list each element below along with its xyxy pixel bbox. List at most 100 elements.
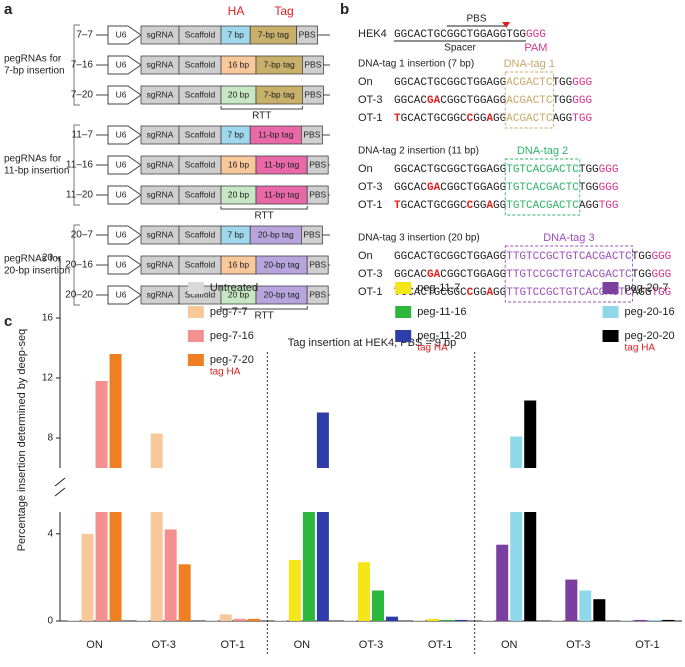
pbs-label: PBS — [303, 129, 320, 139]
sequence-segment: TGG — [632, 269, 652, 281]
ha-label: 20 bp — [228, 89, 250, 99]
group-label: pegRNAs for — [4, 154, 62, 165]
sequence-segment: GG — [473, 200, 486, 212]
tag-box — [504, 158, 581, 216]
row-name: OT-3 — [358, 268, 382, 280]
bar — [288, 559, 301, 621]
sequence: GGCACTGCGGCTGGAGGTGTCACGACTCTGGGGG — [394, 164, 618, 176]
bar — [316, 512, 329, 621]
sequence-segment: A — [486, 113, 493, 125]
promoter-label: U6 — [116, 89, 127, 99]
legend-note: tag HA — [625, 343, 656, 354]
pbs-box — [300, 125, 323, 145]
legend-label: peg-20-7 — [625, 282, 669, 294]
scaffold-label: Scaffold — [185, 229, 216, 239]
rtt-bracket — [220, 106, 303, 110]
ha-label: 7 bp — [227, 229, 244, 239]
sgrna-label: sgRNA — [147, 189, 174, 199]
rtt-bracket — [220, 306, 308, 310]
pbs-box — [296, 25, 319, 45]
tag-label: 7-bp tag — [264, 59, 295, 69]
header-ha: HA — [228, 4, 245, 18]
legend-label: peg-7-20 — [210, 354, 254, 366]
sequence-segment: GG — [493, 200, 506, 212]
sequence-segment: TGTCACGACTC — [506, 200, 579, 212]
scaffold-label: Scaffold — [185, 59, 216, 69]
sequence: GGCACGACGGCTGGAGGTGTCACGACTCTGGGGG — [394, 182, 618, 194]
legend-note: tag HA — [417, 343, 448, 354]
bar — [95, 512, 108, 621]
bar — [233, 618, 246, 621]
pbs-label: PBS — [309, 189, 326, 199]
construct: U6 sgRNA Scaffold 7 bp 11-bp tag PBS — [107, 125, 323, 145]
legend-label: peg-11-16 — [417, 306, 466, 318]
sequence-segment: TGG — [651, 287, 671, 299]
promoter-label: U6 — [116, 189, 127, 199]
sequence-segment: GCACTGCGGC — [401, 113, 467, 125]
bar — [427, 618, 440, 621]
bar — [109, 512, 122, 621]
row-label: 11–7 — [71, 130, 93, 141]
x-tick-label: OT-1 — [428, 639, 452, 651]
sequence-segment: GGCACTGCGGCTGGAGG — [394, 164, 506, 176]
sequence-segment: ACGACTC — [506, 113, 553, 125]
sequence-segment: TGG — [579, 182, 599, 194]
pbs-box — [306, 255, 329, 275]
row-name: OT-1 — [358, 112, 382, 124]
bar — [316, 412, 329, 468]
row-name: On — [358, 163, 373, 175]
legend-swatch — [602, 282, 619, 294]
sequence-segment: A — [486, 200, 493, 212]
bar — [648, 619, 661, 621]
tag-box — [504, 245, 634, 303]
group-bracket — [73, 24, 80, 106]
tag-label: DNA-tag 1 — [504, 58, 555, 70]
promoter — [107, 285, 142, 305]
pbs-label: PBS — [304, 89, 321, 99]
bar — [302, 512, 315, 621]
sequence-segment: TGTCACGACTC — [506, 182, 579, 194]
scaffold-label: Scaffold — [185, 259, 216, 269]
row-name: OT-3 — [358, 181, 382, 193]
sequence-segment: GGCACTGCGGCTGGAGG — [394, 251, 506, 263]
legend-swatch — [395, 306, 412, 318]
pbs-label: PBS — [309, 259, 326, 269]
row-label: 7–7 — [76, 30, 93, 41]
scaffold-label: Scaffold — [185, 129, 216, 139]
legend-label: peg-11-20 — [417, 330, 466, 342]
scaffold-label: Scaffold — [185, 159, 216, 169]
row-label: 11–16 — [66, 160, 94, 171]
construct: U6 sgRNA Scaffold 7 bp 20-bp tag PBS — [107, 225, 323, 245]
x-tick-label: ON — [294, 639, 311, 651]
row-label: 11–20 — [66, 190, 94, 201]
pbs-box — [300, 225, 323, 245]
scaffold-label: Scaffold — [185, 189, 216, 199]
row-label: 20–20 — [65, 290, 93, 301]
sequence-segment: GG — [493, 287, 506, 299]
sgrna-label: sgRNA — [147, 59, 174, 69]
bar — [150, 512, 163, 621]
pbs-box — [306, 185, 329, 205]
sequence: TGCACTGCGGCCGGAGGTGTCACGACTCAGGTGG — [394, 200, 619, 212]
construct: U6 sgRNA Scaffold 7 bp 7-bp tag PBS — [107, 25, 319, 45]
bar — [164, 529, 177, 621]
sequence-segment: TTGTCCGCTGTCACGACTC — [506, 269, 632, 281]
tag-label: 20-bp tag — [264, 289, 300, 299]
tag-label: 11-bp tag — [264, 189, 300, 199]
bar — [510, 436, 523, 468]
rtt-label: RTT — [252, 111, 271, 122]
pbs-box — [306, 285, 329, 305]
tag-label: 7-bp tag — [264, 89, 295, 99]
tag-label: 11-bp tag — [258, 129, 294, 139]
group-label: 11-bp insertion — [4, 166, 69, 177]
promoter-label: U6 — [116, 59, 127, 69]
pbs-label: PBS — [309, 159, 326, 169]
sequence-segment: GGG — [572, 95, 592, 107]
promoter-label: U6 — [116, 229, 127, 239]
sequence: TGCACTGCGGCCGGAGGACGACTCAGGTGG — [394, 113, 592, 125]
legend-label: Untreated — [210, 282, 258, 294]
legend-label: peg-11-7 — [417, 282, 460, 294]
legend-swatch — [187, 354, 204, 366]
sequence: GGCACTGCGGCTGGAGGTGGGGG — [394, 29, 546, 41]
promoter — [107, 85, 142, 105]
